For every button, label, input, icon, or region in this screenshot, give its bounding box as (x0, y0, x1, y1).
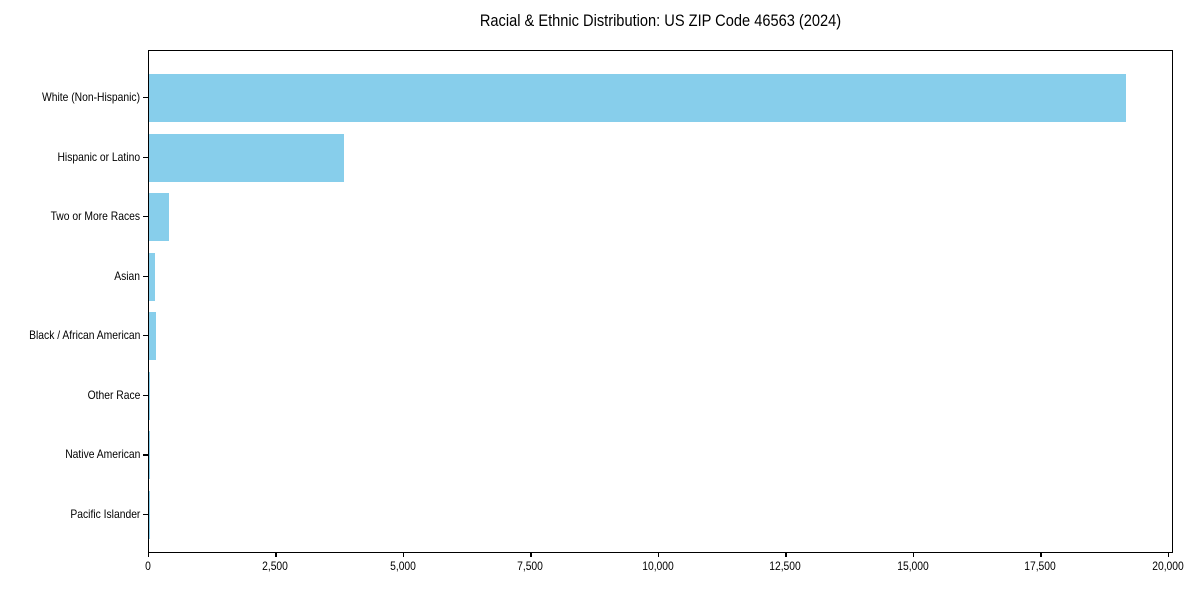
bar-two-or-more-races (149, 193, 169, 242)
y-axis-tick (143, 156, 148, 158)
bar-black-african-american (149, 312, 157, 361)
y-axis-tick (143, 335, 148, 337)
x-axis-tick-label: 17,500 (1024, 559, 1057, 573)
y-axis-tick (143, 394, 148, 397)
y-axis-tick (143, 454, 148, 456)
x-axis-tick-label: 7,500 (517, 559, 544, 573)
x-axis-tick (148, 553, 150, 557)
x-axis-tick-label: 20,000 (1152, 559, 1184, 573)
y-axis-label: Black / African American (28, 328, 140, 343)
bar-white-non-hispanic (149, 74, 1126, 122)
y-axis-label: White (Non-Hispanic) (41, 90, 140, 104)
x-axis-tick (912, 553, 915, 557)
chart-title: Racial & Ethnic Distribution: US ZIP Cod… (479, 11, 842, 30)
y-axis-tick (143, 97, 148, 99)
x-axis-tick-label: 15,000 (897, 559, 929, 573)
y-axis-label: Pacific Islander (70, 506, 140, 521)
x-axis-tick (785, 553, 787, 557)
x-axis-tick (657, 553, 660, 557)
x-axis-tick (402, 553, 405, 557)
y-axis-label: Two or More Races (50, 209, 140, 224)
bar-other-race (149, 371, 151, 420)
bar-native-american (149, 431, 150, 480)
x-axis-tick-label: 10,000 (642, 559, 674, 573)
bar-hispanic-or-latino (149, 133, 345, 182)
x-axis-tick (1040, 553, 1042, 557)
y-axis-tick (143, 275, 148, 277)
y-axis-label: Native American (64, 447, 140, 462)
x-axis-tick-label: 2,500 (262, 559, 289, 573)
y-axis-tick (143, 513, 148, 516)
x-axis-tick (275, 553, 277, 557)
x-axis-tick (530, 553, 532, 557)
y-axis-label: Hispanic or Latino (57, 149, 140, 164)
x-axis-tick-label: 5,000 (390, 559, 416, 573)
y-axis-label: Other Race (87, 387, 140, 402)
y-axis-tick (143, 216, 148, 218)
x-axis-tick-label: 12,500 (769, 559, 802, 573)
bar-asian (149, 252, 156, 301)
y-axis-label: Asian (114, 268, 140, 283)
plot-area (148, 50, 1173, 553)
x-axis-tick (1167, 553, 1170, 557)
x-axis-tick-label: 0 (145, 559, 151, 573)
